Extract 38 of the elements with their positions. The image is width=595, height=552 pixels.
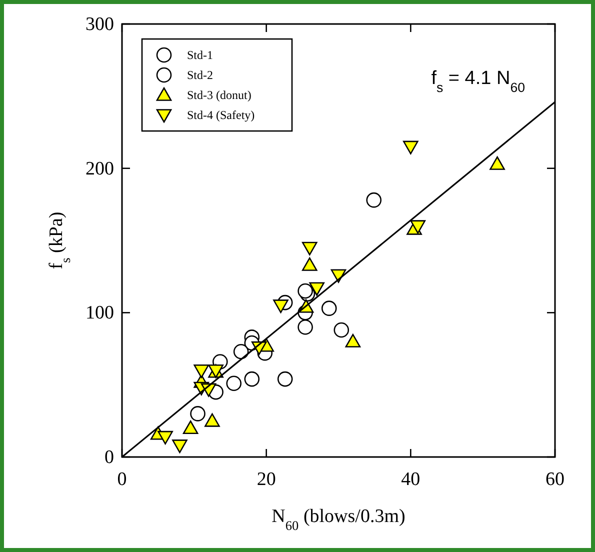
- point: [403, 140, 418, 154]
- point: [277, 371, 293, 387]
- point: [158, 430, 173, 444]
- y-tick-label: 0: [104, 447, 114, 468]
- legend-label: Std-2: [187, 68, 214, 82]
- point: [302, 242, 318, 256]
- point: [345, 334, 361, 348]
- x-tick-label: 40: [401, 469, 420, 490]
- y-tick-label: 300: [86, 14, 114, 35]
- point: [244, 371, 260, 387]
- x-tick-label: 0: [117, 469, 127, 490]
- point: [172, 440, 188, 454]
- point: [302, 257, 318, 271]
- y-tick-label: 200: [86, 158, 114, 180]
- point: [334, 322, 350, 338]
- x-tick-label: 20: [256, 469, 276, 490]
- point: [366, 192, 382, 208]
- point: [490, 156, 505, 170]
- point: [190, 406, 206, 422]
- point: [204, 413, 220, 427]
- x-tick-label: 60: [546, 469, 564, 490]
- point: [233, 344, 249, 360]
- point: [298, 283, 313, 299]
- y-tick-label: 100: [86, 302, 114, 324]
- point: [182, 420, 198, 434]
- point: [309, 282, 324, 296]
- point: [330, 269, 346, 283]
- point: [410, 220, 426, 234]
- point: [273, 300, 288, 314]
- point: [226, 376, 242, 392]
- point: [321, 300, 337, 316]
- annotation: f$_{s}$ = 4.1 N$_{60}$: [431, 68, 525, 94]
- legend-label: Std-3 (donut): [187, 88, 252, 102]
- legend-label: Std-4 (Safety): [187, 108, 255, 122]
- legend-label: Std-1: [187, 48, 214, 62]
- point: [194, 364, 210, 378]
- x-axis-title: N$_{60}$ (blows/0.3m): [272, 506, 406, 532]
- point: [298, 319, 313, 335]
